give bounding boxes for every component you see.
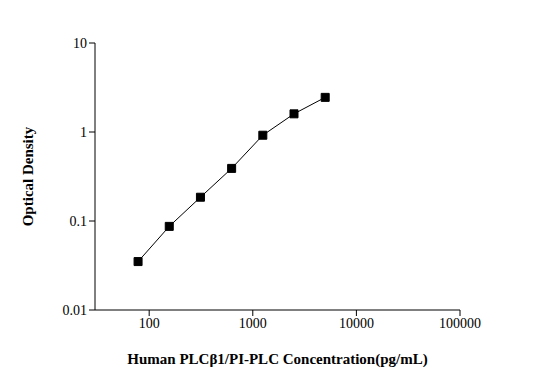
svg-text:100: 100	[139, 316, 160, 331]
svg-text:1000: 1000	[239, 316, 267, 331]
svg-text:0.1: 0.1	[70, 214, 88, 229]
svg-text:10000: 10000	[339, 316, 374, 331]
svg-text:100000: 100000	[439, 316, 481, 331]
svg-text:Human PLCβ1/PI-PLC Concentrati: Human PLCβ1/PI-PLC Concentration(pg/mL)	[127, 351, 427, 368]
svg-text:1: 1	[80, 125, 87, 140]
svg-text:10: 10	[73, 36, 87, 51]
svg-text:0.01: 0.01	[63, 303, 88, 318]
svg-text:Optical Density: Optical Density	[20, 126, 36, 226]
